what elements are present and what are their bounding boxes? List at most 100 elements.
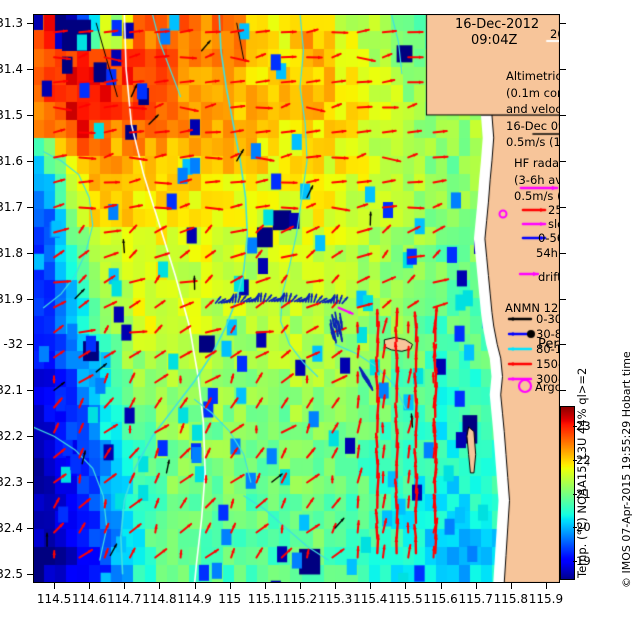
- x-axis-tick: [159, 583, 161, 589]
- colorbar-tick-label: 21: [576, 486, 591, 501]
- x-axis-tick: [300, 583, 301, 589]
- y-axis-tick-right: [560, 23, 566, 25]
- y-axis-label: -32.1: [0, 383, 23, 398]
- bathy-200-label: 200: [550, 27, 560, 41]
- y-axis-label: -31.3: [0, 16, 23, 31]
- y-axis-tick: [27, 160, 33, 162]
- x-axis-label: 115.3: [317, 592, 353, 606]
- anmn-bin-label: 300-600m: [536, 372, 560, 386]
- anmn-bin-label: 0-30m: [536, 312, 560, 326]
- colorbar-tick-label: 22: [576, 452, 591, 467]
- anmn-bin-label: 150-300m: [536, 357, 560, 371]
- y-axis-label: -31.5: [0, 107, 23, 122]
- drifter-legend-label: drifter: [538, 270, 560, 284]
- x-axis-label: 114.9: [177, 592, 212, 606]
- legend-line: 25 cm/s glide: [548, 203, 560, 217]
- argo-legend-label: Argo: [535, 380, 560, 394]
- y-axis-tick-right: [560, 160, 566, 162]
- x-axis-tick: [194, 583, 196, 589]
- colorbar-tick-label: 23: [576, 419, 591, 434]
- y-axis-label: -31.8: [0, 245, 23, 260]
- y-axis-tick-right: [560, 344, 566, 346]
- map-plot-area[interactable]: 16-Dec-2012 09:04Z 200 1000m Altimetric …: [33, 14, 560, 583]
- anmn-bin-label: 80-150m: [536, 342, 560, 356]
- y-axis-tick: [27, 252, 33, 254]
- x-axis-tick: [545, 583, 547, 589]
- x-axis-tick: [335, 583, 337, 589]
- x-axis-tick: [89, 583, 91, 589]
- y-axis-label: -32.2: [0, 429, 23, 444]
- colorbar-title: Temp. (°C) NOAA15_L3U 44% ql>=2: [575, 367, 589, 578]
- x-axis-label: 115: [218, 592, 242, 606]
- x-axis-tick: [124, 583, 126, 589]
- colorbar: [560, 406, 575, 580]
- anmn-legend-title: ANMN 12h av.: [505, 301, 560, 315]
- legend-line: (3-6h avg)QC: [514, 172, 560, 187]
- x-axis-tick: [440, 583, 442, 589]
- x-axis-label: 114.7: [107, 592, 142, 606]
- x-axis-tick: [405, 583, 407, 589]
- y-axis-label: -31.6: [0, 153, 23, 168]
- x-axis-label: 114.5: [36, 592, 72, 606]
- x-axis-label: 114.6: [72, 592, 107, 606]
- legend-line: 16-Dec 09Z: [506, 118, 560, 133]
- colorbar-tick: [573, 426, 577, 428]
- x-axis-label: 115.8: [493, 592, 528, 606]
- credit-text: © IMOS 07-Apr-2015 19:55:29 Hobart time: [620, 351, 633, 588]
- y-axis-tick: [27, 206, 33, 208]
- x-axis-tick: [54, 583, 56, 589]
- legend-line: 0.5m/s (1kt 3h): [514, 189, 560, 203]
- legend-line: 54h to 16-Dec 15Z: [536, 245, 560, 260]
- colorbar-tick: [573, 561, 577, 563]
- y-axis-tick: [27, 298, 33, 300]
- header-time: 09:04Z: [471, 33, 518, 48]
- x-axis-tick: [264, 583, 266, 589]
- y-axis-tick-right: [560, 69, 566, 71]
- x-axis-label: 115.7: [458, 592, 493, 606]
- x-axis-label: 115.1: [247, 592, 283, 606]
- x-axis-tick: [475, 583, 477, 589]
- y-axis-label: -31.9: [0, 291, 23, 306]
- legend-line: HF radar velocity: [514, 156, 560, 170]
- x-axis-label: 115.4: [353, 592, 388, 606]
- y-axis-tick: [27, 23, 33, 25]
- y-axis-tick: [27, 436, 33, 438]
- y-axis-tick: [27, 69, 33, 71]
- x-axis-label: 114.8: [142, 592, 177, 606]
- legend-line: (0.1m contours): [506, 85, 560, 100]
- y-axis-tick: [27, 527, 33, 529]
- y-axis-label: -31.4: [0, 62, 23, 77]
- y-axis-tick: [27, 344, 33, 346]
- y-axis-tick-right: [560, 390, 566, 392]
- y-axis-tick: [27, 390, 33, 392]
- x-axis-tick: [510, 583, 512, 589]
- anmn-bin-label: 30-80m: [536, 327, 560, 341]
- overlay-vectors-canvas: [33, 14, 560, 583]
- x-axis-tick: [229, 583, 231, 589]
- x-axis-label: 115.6: [423, 592, 458, 606]
- colorbar-tick: [573, 527, 577, 529]
- header-date: 16-Dec-2012: [455, 17, 540, 32]
- legend-line: Altimetric sealevel: [506, 69, 560, 83]
- y-axis-tick-right: [560, 206, 566, 208]
- y-axis-tick: [27, 114, 33, 116]
- y-axis-label: -31.7: [0, 199, 23, 214]
- perth-city-label: Perth: [538, 337, 560, 352]
- y-axis-tick: [27, 482, 33, 484]
- colorbar-tick: [573, 493, 577, 495]
- legend-line: and velocity for: [506, 102, 560, 116]
- x-axis-label: 115.5: [388, 592, 423, 606]
- x-axis-label: 115.9: [528, 592, 564, 606]
- y-axis-label: -32: [3, 337, 23, 352]
- colorbar-tick-label: 19: [576, 554, 591, 569]
- x-axis-label: 115.2: [282, 592, 318, 606]
- legend-line: slocum_glider 0m: [548, 217, 560, 232]
- legend-line: 0.5m/s (1kt 3h): [506, 135, 560, 149]
- colorbar-tick-label: 20: [576, 520, 591, 535]
- legend-line: 0-560m vel: [538, 231, 560, 246]
- colorbar-tick: [573, 459, 577, 461]
- y-axis-tick-right: [560, 298, 566, 300]
- y-axis-label: -32.5: [0, 566, 23, 581]
- y-axis-label: -32.3: [0, 475, 23, 490]
